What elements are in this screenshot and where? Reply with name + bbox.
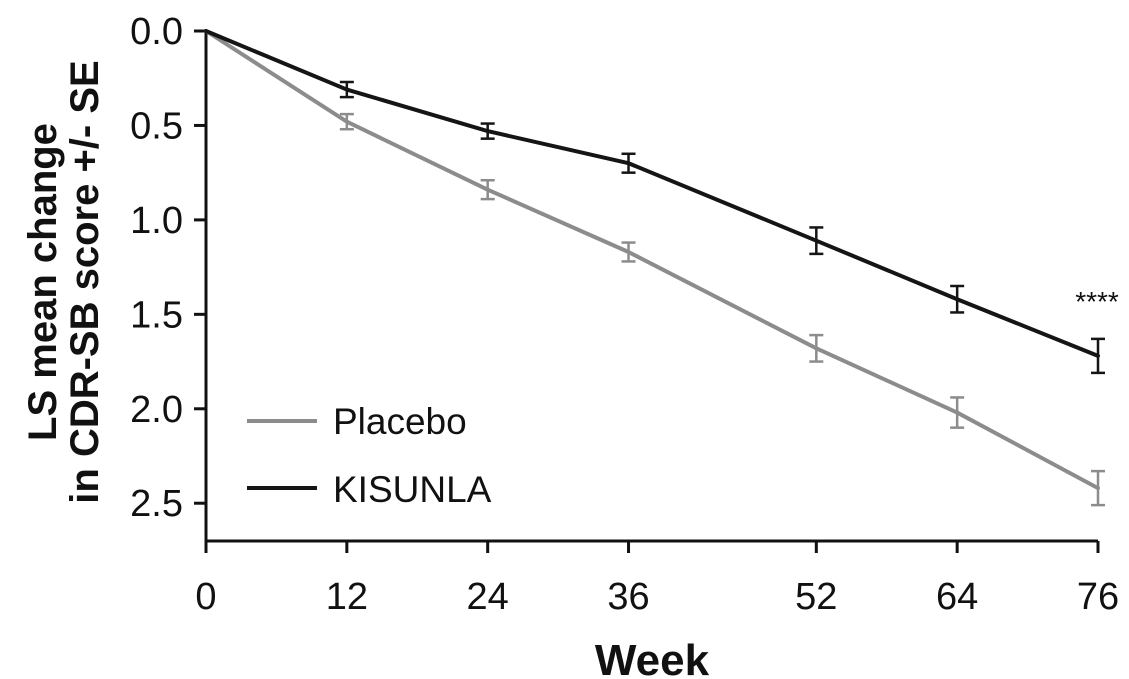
series-placebo (204, 29, 1105, 507)
y-axis-title: LS mean change in CDR-SB score +/- SE (21, 60, 107, 503)
series-layer (204, 29, 1105, 507)
axes (204, 31, 1098, 543)
y-tick-label-5: 2.5 (130, 483, 183, 525)
legend-label-placebo: Placebo (333, 401, 467, 442)
data-point-kisunla-0 (204, 29, 208, 33)
y-tick-label-0: 0.0 (130, 11, 183, 53)
y-ticks: 0.0 0.5 1.0 1.5 2.0 2.5 (130, 11, 206, 525)
data-point-kisunla-12 (345, 88, 349, 92)
data-point-placebo-36 (627, 250, 631, 254)
y-tick-label-3: 1.5 (130, 294, 183, 336)
y-axis-title-line-2: in CDR-SB score +/- SE (63, 60, 107, 503)
data-point-kisunla-76 (1096, 354, 1100, 358)
series-kisunla (204, 29, 1105, 375)
data-point-kisunla-64 (955, 297, 959, 301)
x-tick-label-6: 76 (1077, 576, 1119, 618)
x-tick-label-5: 64 (936, 576, 978, 618)
x-tick-label-0: 0 (195, 576, 216, 618)
legend-item-kisunla: KISUNLA (247, 469, 492, 510)
x-ticks: 0 12 24 36 52 64 76 (195, 541, 1119, 618)
legend: Placebo KISUNLA (247, 401, 492, 510)
y-tick-label-1: 0.5 (130, 105, 183, 147)
y-tick-label-4: 2.0 (130, 389, 183, 431)
data-point-placebo-76 (1096, 486, 1100, 490)
data-point-placebo-52 (814, 346, 818, 350)
legend-label-kisunla: KISUNLA (333, 469, 492, 510)
series-line-kisunla (204, 29, 1100, 358)
x-tick-label-3: 36 (607, 576, 649, 618)
y-axis-title-line-1: LS mean change (21, 123, 65, 441)
significance-annotation: **** (1075, 286, 1119, 317)
data-point-kisunla-36 (627, 161, 631, 165)
y-tick-label-2: 1.0 (130, 200, 183, 242)
data-point-kisunla-52 (814, 239, 818, 243)
data-point-placebo-12 (345, 120, 349, 124)
x-axis-title: Week (595, 636, 710, 679)
data-point-placebo-24 (486, 188, 490, 192)
x-tick-label-1: 12 (326, 576, 368, 618)
data-point-kisunla-24 (486, 129, 490, 133)
x-tick-label-4: 52 (795, 576, 837, 618)
data-point-placebo-64 (955, 411, 959, 415)
legend-item-placebo: Placebo (247, 401, 467, 442)
x-tick-label-2: 24 (467, 576, 509, 618)
